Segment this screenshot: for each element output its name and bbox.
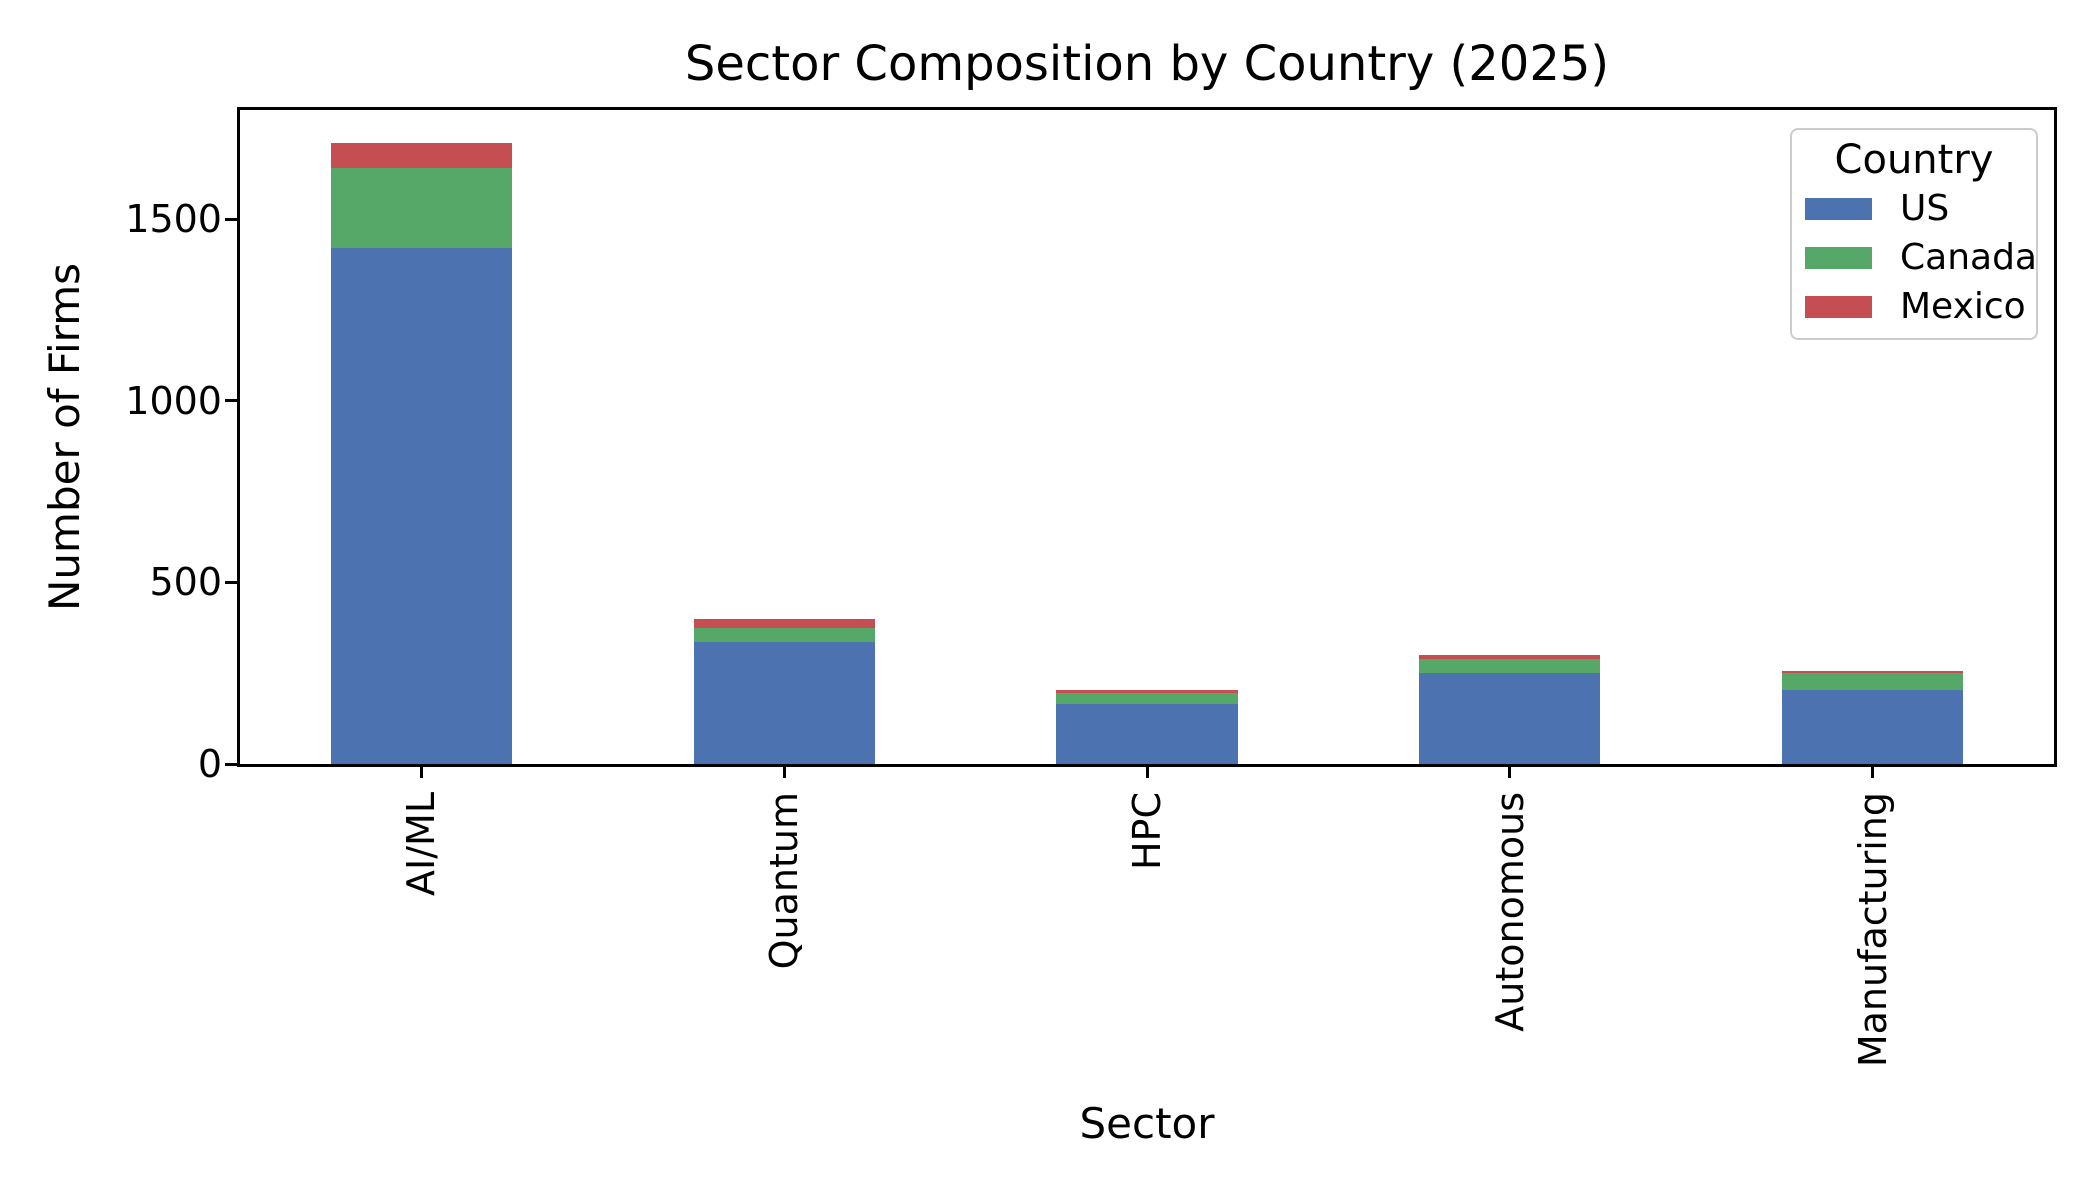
y-tick-mark	[225, 762, 240, 766]
x-tick-mark	[1145, 764, 1149, 778]
x-tick-label: HPC	[1125, 792, 1169, 871]
bar-segment-mexico-2	[1056, 689, 1238, 694]
x-tick-mark	[1508, 764, 1512, 778]
bar-segment-mexico-4	[1781, 671, 1964, 674]
x-axis-label: Sector	[1079, 1099, 1215, 1148]
legend-item-us: US	[1792, 189, 2036, 229]
legend-swatch-canada	[1805, 247, 1872, 269]
bar-segment-canada-2	[1056, 693, 1238, 705]
bar-segment-mexico-0	[330, 142, 513, 169]
legend-label: US	[1900, 188, 1950, 229]
bar-segment-us-4	[1781, 689, 1964, 764]
x-tick-label: AI/ML	[399, 792, 444, 896]
x-tick-label: Quantum	[762, 792, 807, 970]
bar-segment-mexico-1	[693, 618, 875, 628]
y-tick-label: 1500	[125, 197, 222, 241]
legend-swatch-us	[1805, 198, 1872, 220]
legend-label: Mexico	[1900, 286, 2026, 327]
y-tick-label: 500	[149, 560, 222, 605]
y-tick-label: 0	[197, 742, 222, 786]
x-tick-label: Manufacturing	[1850, 792, 1895, 1068]
y-axis-label: Number of Firms	[40, 263, 89, 611]
y-tick-mark	[225, 399, 240, 403]
y-tick-mark	[225, 217, 240, 221]
x-tick-mark	[782, 764, 786, 778]
x-tick-label: Autonomous	[1487, 792, 1532, 1032]
bar-segment-mexico-3	[1419, 655, 1601, 659]
bar-segment-us-2	[1056, 704, 1238, 764]
bar-segment-us-3	[1419, 673, 1601, 764]
chart-title: Sector Composition by Country (2025)	[684, 36, 1610, 92]
bar-segment-canada-4	[1781, 673, 1964, 690]
legend-item-mexico: Mexico	[1792, 287, 2036, 327]
bar-segment-us-1	[693, 642, 875, 764]
plot-area	[225, 107, 2057, 778]
bar-segment-us-0	[330, 248, 513, 764]
x-tick-mark	[419, 764, 423, 778]
y-tick-mark	[225, 580, 240, 584]
x-tick-mark	[1871, 764, 1875, 778]
bar-segment-canada-0	[330, 168, 513, 249]
legend-label: Canada	[1900, 237, 2037, 278]
legend: Country US Canada Mexico	[1790, 128, 2038, 340]
bar-segment-canada-1	[693, 627, 875, 643]
legend-swatch-mexico	[1805, 296, 1872, 318]
legend-title: Country	[1834, 137, 1994, 183]
legend-item-canada: Canada	[1792, 237, 2037, 278]
bar-segment-canada-3	[1419, 658, 1601, 674]
y-tick-label: 1000	[125, 378, 222, 423]
